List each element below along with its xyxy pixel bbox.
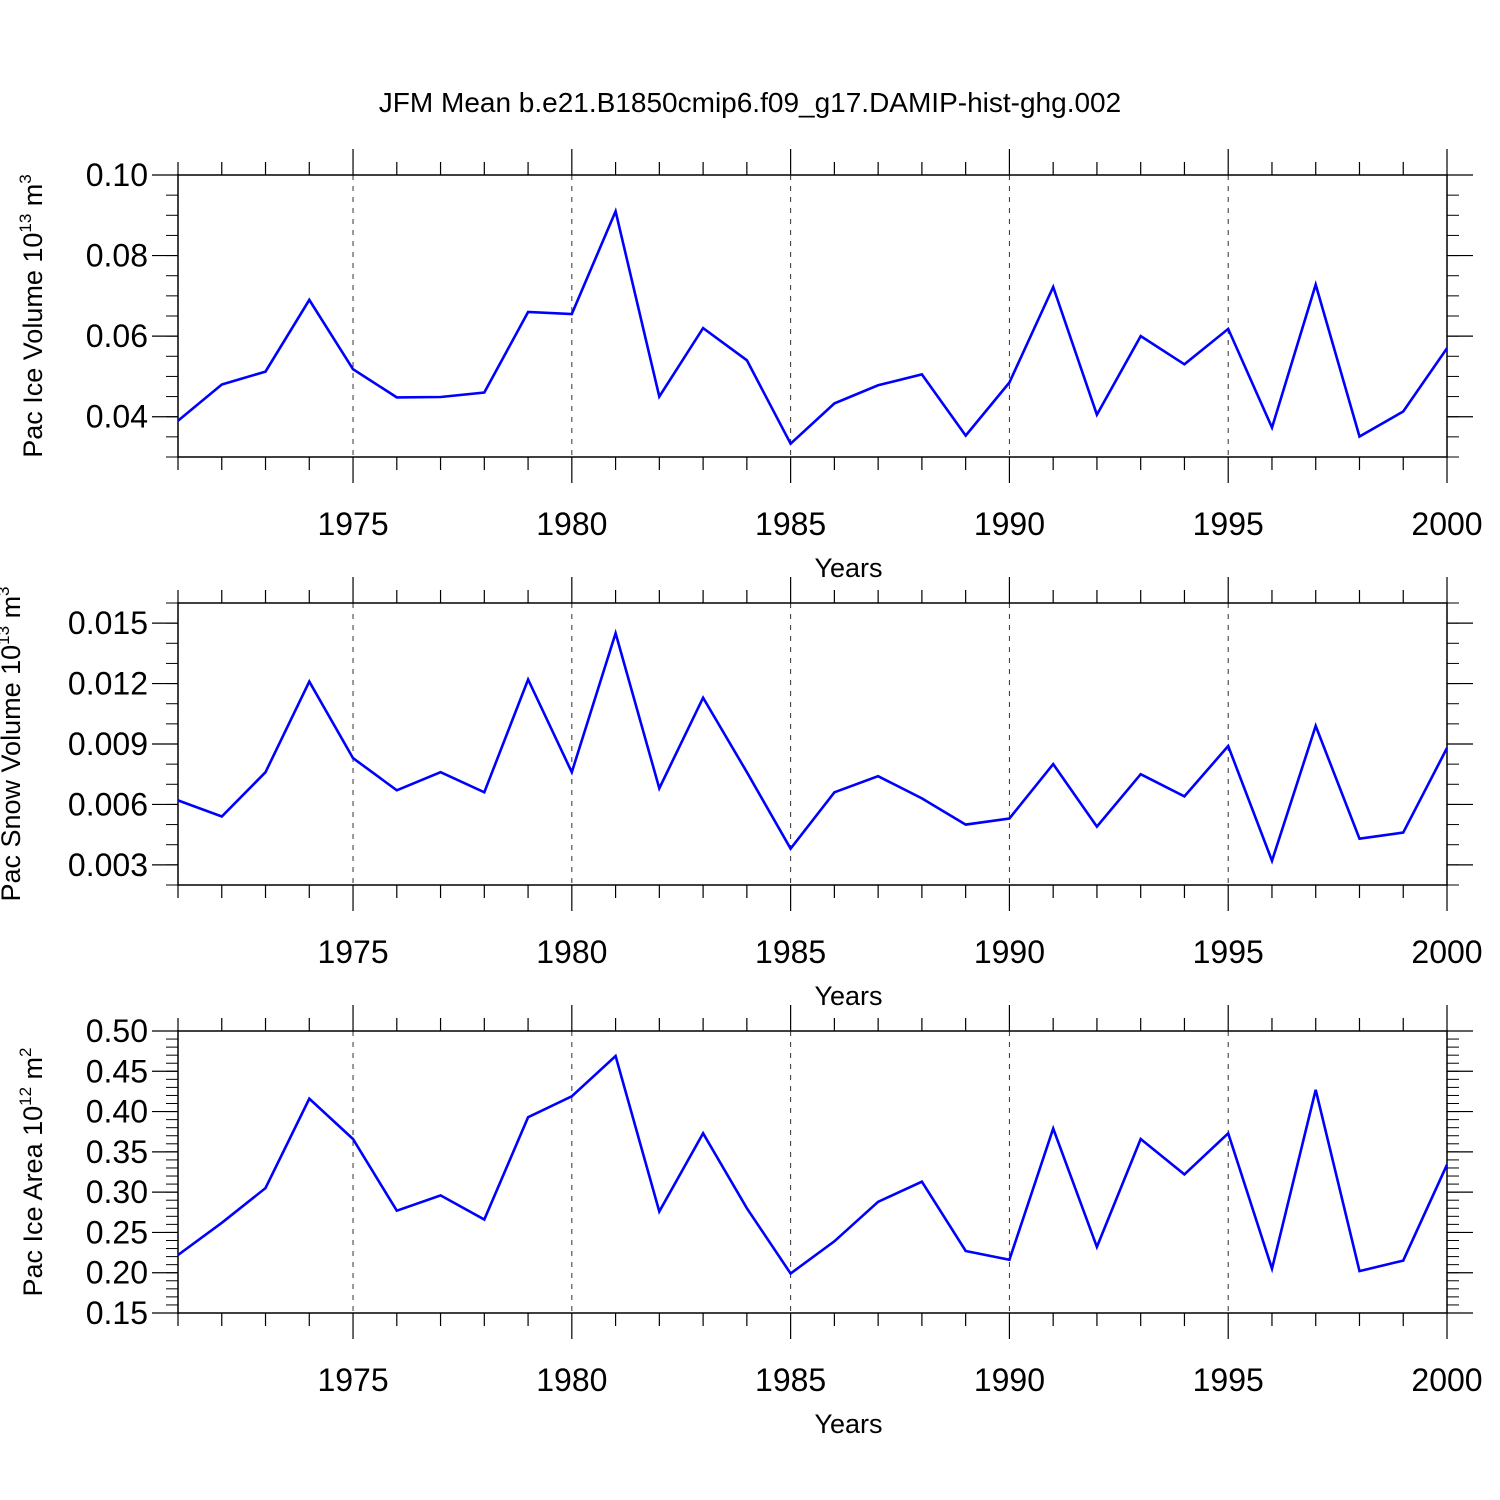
x-tick-label: 1975 [317, 934, 388, 970]
x-tick-label: 2000 [1411, 506, 1482, 542]
x-tick-label: 1995 [1193, 506, 1264, 542]
y-axis-title-text: Pac Ice Area 10 [18, 1106, 48, 1297]
series-line [177, 207, 1449, 446]
y-tick-label: 0.012 [68, 666, 148, 702]
y-tick-label: 0.10 [86, 157, 148, 193]
y-axis-title-text: Pac Ice Volume 10 [18, 233, 48, 458]
y-tick-label: 0.50 [86, 1013, 148, 1049]
y-tick-label: 0.35 [86, 1134, 148, 1170]
y-axis-title-exponent: 12 [16, 1087, 35, 1106]
y-tick-label: 0.25 [86, 1214, 148, 1250]
x-tick-label: 1990 [974, 1362, 1045, 1398]
y-tick-label: 0.009 [68, 726, 148, 762]
series-line [177, 1053, 1449, 1276]
y-axis-title-unit-exponent: 3 [16, 174, 35, 183]
x-tick-label: 1985 [755, 934, 826, 970]
y-axis-title-unit: m [0, 596, 26, 626]
y-tick-label: 0.08 [86, 238, 148, 274]
x-tick-label: 1985 [755, 1362, 826, 1398]
x-tick-label: 1995 [1193, 934, 1264, 970]
x-tick-label: 1990 [974, 934, 1045, 970]
y-axis-title-exponent: 13 [16, 214, 35, 233]
x-tick-label: 1990 [974, 506, 1045, 542]
y-axis-title: Pac Ice Volume 1013 m3 [16, 174, 48, 458]
x-tick-label: 1995 [1193, 1362, 1264, 1398]
x-axis-title: Years [814, 553, 882, 583]
y-axis-title: Pac Ice Area 1012 m2 [16, 1047, 48, 1296]
y-axis-title-text: Pac Snow Volume 10 [0, 645, 26, 902]
y-tick-label: 0.20 [86, 1255, 148, 1291]
y-axis-title: Pac Snow Volume 1013 m3 [0, 586, 26, 901]
x-tick-label: 1980 [536, 506, 607, 542]
y-axis-title-exponent: 13 [0, 626, 13, 645]
chart-panels: 0.04 0.06 0.08 0.10 1975 1980 1985 1990 1995 2000… [0, 149, 1483, 1439]
x-tick-label: 2000 [1411, 1362, 1482, 1398]
x-tick-label: 1985 [755, 506, 826, 542]
y-axis-title-unit: m [18, 1057, 48, 1087]
y-tick-label: 0.006 [68, 786, 148, 822]
y-tick-label: 0.015 [68, 605, 148, 641]
x-tick-label: 2000 [1411, 934, 1482, 970]
panel-2: 0.003 0.006 0.009 0.012 0.015 1975 1980 1985 199… [0, 577, 1483, 1011]
y-axis-title-unit: m [18, 184, 48, 214]
y-axis-title-unit-exponent: 2 [16, 1047, 35, 1056]
y-tick-label: 0.40 [86, 1094, 148, 1130]
x-tick-label: 1975 [317, 506, 388, 542]
x-axis-title: Years [814, 981, 882, 1011]
y-tick-label: 0.15 [86, 1295, 148, 1331]
y-tick-label: 0.30 [86, 1174, 148, 1210]
series-line [177, 628, 1449, 865]
x-tick-label: 1980 [536, 934, 607, 970]
y-tick-label: 0.45 [86, 1053, 148, 1089]
figure-title: JFM Mean b.e21.B1850cmip6.f09_g17.DAMIP-… [379, 87, 1121, 118]
plot-frame [177, 1030, 1448, 1314]
x-tick-label: 1980 [536, 1362, 607, 1398]
y-tick-label: 0.003 [68, 847, 148, 883]
x-tick-label: 1975 [317, 1362, 388, 1398]
panel-3: 0.15 0.20 0.25 0.30 0.35 0.40 0.45 0.50 1975 1980… [16, 1005, 1483, 1439]
y-axis-title-unit-exponent: 3 [0, 586, 13, 595]
x-axis-title: Years [814, 1409, 882, 1439]
panel-1: 0.04 0.06 0.08 0.10 1975 1980 1985 1990 1995 2000… [16, 149, 1483, 583]
y-tick-label: 0.06 [86, 318, 148, 354]
y-tick-label: 0.04 [86, 399, 148, 435]
